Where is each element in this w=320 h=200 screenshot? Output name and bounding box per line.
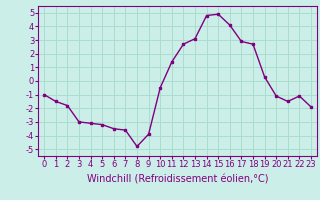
- X-axis label: Windchill (Refroidissement éolien,°C): Windchill (Refroidissement éolien,°C): [87, 175, 268, 185]
